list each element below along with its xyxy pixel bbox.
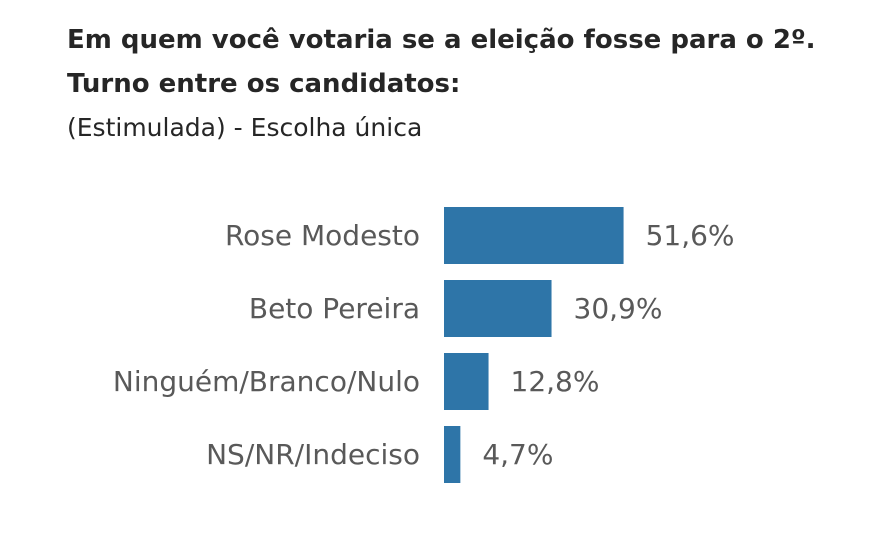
value-label-2: 30,9% (574, 292, 663, 325)
chart-subtitle: (Estimulada) - Escolha única (67, 113, 423, 142)
bar-1 (444, 207, 624, 264)
value-label-1: 51,6% (646, 219, 735, 252)
bar-4 (444, 426, 461, 483)
value-label-4: 4,7% (482, 438, 553, 471)
bar-3 (444, 353, 489, 410)
chart-title: Em quem você votaria se a eleição fosse … (67, 25, 816, 99)
category-label-2: Beto Pereira (249, 292, 420, 325)
category-label-3: Ninguém/Branco/Nulo (113, 365, 420, 398)
category-label-1: Rose Modesto (225, 219, 420, 252)
value-label-3: 12,8% (511, 365, 600, 398)
category-label-4: NS/NR/Indeciso (206, 438, 420, 471)
bar-2 (444, 280, 552, 337)
